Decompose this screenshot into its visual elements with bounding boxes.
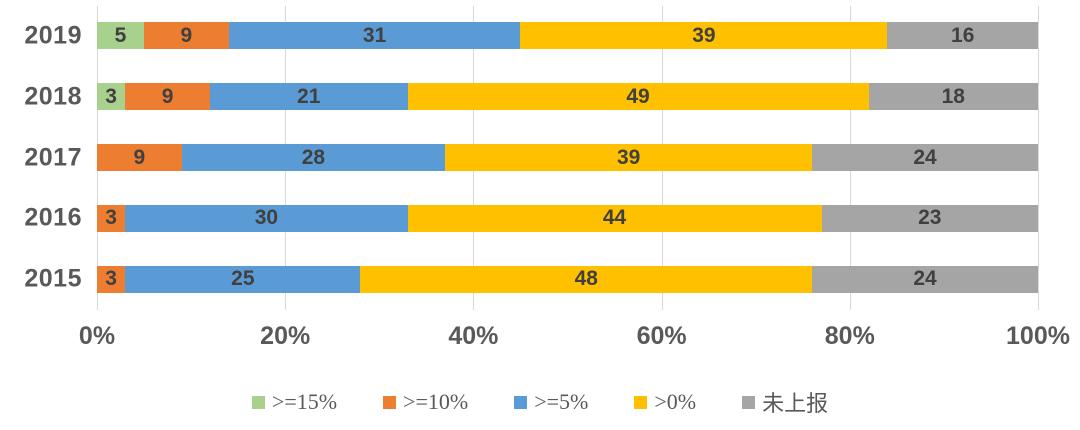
data-label: 28 (301, 145, 326, 169)
bar-row-2017: 9 28 39 24 (97, 144, 1038, 171)
chart-rows: 5 9 31 39 16 3 9 21 49 18 9 28 39 24 3 30 44 23 3 25 48 24 (97, 6, 1038, 310)
x-axis: 0% 20% 40% 60% 80% 100% (79, 322, 1070, 362)
legend-label: >=15% (271, 389, 338, 414)
bar-row-2016: 3 30 44 23 (97, 204, 1038, 232)
bar-segment: 49 (407, 83, 869, 111)
y-axis-label: 2017 (24, 143, 82, 171)
legend-swatch-icon (634, 395, 648, 409)
legend-swatch-icon (251, 395, 265, 409)
legend-label: >=10% (403, 389, 469, 414)
data-label: 5 (114, 23, 127, 47)
x-axis-tick: 20% (260, 322, 311, 350)
x-axis-tick: 40% (448, 322, 499, 350)
y-axis-label: 2016 (24, 203, 82, 232)
x-axis-tick: 100% (1006, 322, 1070, 350)
y-axis-label: 2019 (24, 21, 82, 50)
bar-segment: 3 (97, 265, 126, 293)
legend-item: >=10% (383, 389, 468, 415)
legend-item: 未上报 (742, 386, 828, 418)
data-label: 39 (692, 23, 716, 47)
bar-segment: 18 (868, 83, 1038, 111)
gridline (1038, 6, 1039, 310)
bar-segment: 24 (812, 144, 1038, 171)
legend: >=15% >=10% >=5% >0% 未上报 (0, 386, 1080, 418)
bar-segment: 9 (125, 83, 210, 111)
y-axis-label: 2018 (24, 82, 82, 111)
data-label: 9 (180, 23, 193, 47)
data-label: 18 (941, 84, 965, 108)
legend-item: >=5% (514, 389, 588, 415)
data-label: 25 (231, 267, 255, 291)
data-label: 23 (918, 206, 942, 230)
legend-label: >=5% (534, 389, 589, 414)
data-label: 9 (161, 84, 174, 108)
bar-segment: 31 (228, 22, 521, 50)
legend-label: >0% (654, 389, 697, 414)
data-label: 24 (913, 145, 937, 169)
data-label: 24 (913, 267, 937, 291)
bar-segment: 28 (181, 144, 446, 171)
x-axis-tick: 60% (636, 322, 687, 350)
bar-segment: 5 (97, 22, 145, 50)
legend-item: >=15% (251, 389, 338, 415)
bar-segment: 3 (97, 204, 126, 232)
plot-area: 5 9 31 39 16 3 9 21 49 18 9 28 39 24 3 30 44 23 3 25 48 24 (97, 6, 1039, 310)
bar-segment: 23 (821, 204, 1038, 232)
bar-segment: 30 (125, 204, 408, 232)
bar-segment: 9 (144, 22, 229, 50)
bar-segment: 9 (97, 144, 182, 171)
bar-segment: 21 (209, 83, 408, 111)
data-label: 3 (105, 84, 117, 108)
y-axis-labels: 2019 2018 2017 2016 2015 (0, 6, 82, 310)
data-label: 21 (297, 84, 321, 108)
data-label: 16 (951, 23, 975, 47)
x-axis-tick: 0% (78, 322, 116, 350)
bar-row-2015: 3 25 48 24 (97, 265, 1038, 293)
legend-swatch-icon (383, 395, 397, 409)
data-label: 48 (574, 267, 598, 291)
x-axis-tick: 80% (824, 322, 875, 350)
bar-segment: 25 (125, 265, 361, 293)
data-label: 3 (105, 267, 117, 291)
bar-segment: 24 (812, 265, 1038, 293)
bar-row-2019: 5 9 31 39 16 (97, 22, 1038, 50)
bar-segment: 39 (520, 22, 888, 50)
legend-label: 未上报 (762, 391, 829, 416)
legend-swatch-icon (742, 395, 756, 409)
y-axis-label: 2015 (24, 264, 82, 293)
bar-segment: 16 (887, 22, 1038, 50)
data-label: 49 (626, 84, 650, 108)
bar-segment: 3 (97, 83, 126, 111)
data-label: 31 (362, 23, 387, 47)
data-label: 30 (254, 206, 279, 230)
legend-swatch-icon (514, 395, 528, 409)
bar-segment: 48 (360, 265, 813, 293)
bar-row-2018: 3 9 21 49 18 (97, 83, 1038, 111)
legend-item: >0% (634, 389, 696, 415)
data-label: 44 (602, 206, 627, 230)
bar-segment: 39 (445, 144, 813, 171)
data-label: 9 (133, 145, 146, 169)
data-label: 39 (616, 145, 641, 169)
data-label: 3 (105, 206, 117, 230)
bar-segment: 44 (407, 204, 822, 232)
